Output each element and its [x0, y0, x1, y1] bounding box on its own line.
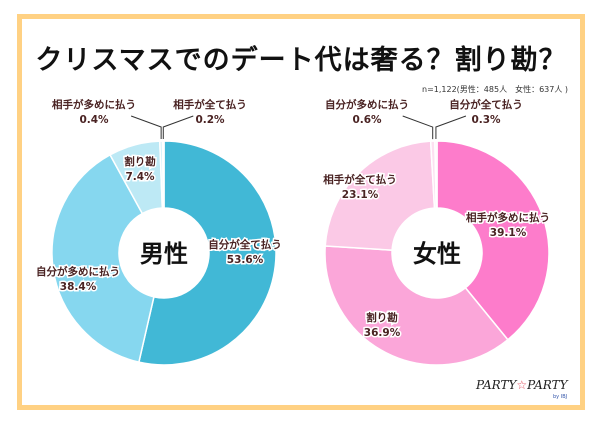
party-party-logo: PARTY☆PARTY: [476, 378, 568, 392]
slice-value-label: 36.9%: [364, 327, 401, 339]
slice-value-label: 39.1%: [490, 227, 527, 239]
donut-center-label: 男性: [140, 240, 188, 268]
slice-0: [436, 140, 550, 341]
slice-value-label: 7.4%: [125, 171, 155, 183]
leader-line: [402, 115, 434, 140]
slice-category-label: 相手が多めに払う: [52, 98, 136, 111]
slice-category-label: 相手が全て払う: [323, 173, 397, 186]
slice-category-label: 自分が全て払う: [208, 238, 282, 251]
ibj-logo: by IBJ: [553, 394, 568, 400]
slice-value-label: 0.3%: [471, 114, 501, 126]
slice-value-label: 0.2%: [195, 114, 225, 126]
leader-line: [435, 115, 467, 140]
slice-category-label: 割り勘: [124, 155, 156, 168]
slice-value-label: 23.1%: [342, 189, 379, 201]
slice-category-label: 相手が全て払う: [173, 98, 247, 111]
slice-0: [137, 140, 277, 366]
slice-4: [161, 140, 165, 209]
slice-2: [324, 140, 436, 251]
slice-category-label: 相手が多めに払う: [466, 211, 550, 224]
slice-value-label: 0.4%: [79, 114, 109, 126]
slice-1: [51, 153, 155, 364]
slice-category-label: 自分が多めに払う: [325, 98, 409, 111]
slice-category-label: 自分が全て払う: [449, 98, 523, 111]
slice-category-label: 割り勘: [366, 311, 398, 324]
slice-4: [434, 140, 438, 209]
leader-line: [162, 115, 194, 140]
slice-value-label: 38.4%: [60, 281, 97, 293]
slice-1: [324, 245, 509, 366]
donut-1: 相手が多めに払う 39.1% 割り勘 36.9% 相手が全て払う 23.1% 自分が多めに払…: [322, 97, 552, 366]
leader-line: [130, 115, 162, 140]
slice-category-label: 自分が多めに払う: [36, 265, 120, 278]
chart-title: クリスマスでのデート代は奢る？割り勘？: [35, 45, 567, 76]
slice-value-label: 0.6%: [352, 114, 382, 126]
sample-size-note: n=1,122(男性：485人 女性：637人 ): [422, 85, 568, 94]
slice-value-label: 53.6%: [227, 254, 264, 266]
donut-0: 自分が全て払う 53.6% 自分が多めに払う 38.4% 割り勘 7.4% 相手が多めに払う…: [35, 97, 283, 366]
donut-center-label: 女性: [413, 240, 461, 268]
